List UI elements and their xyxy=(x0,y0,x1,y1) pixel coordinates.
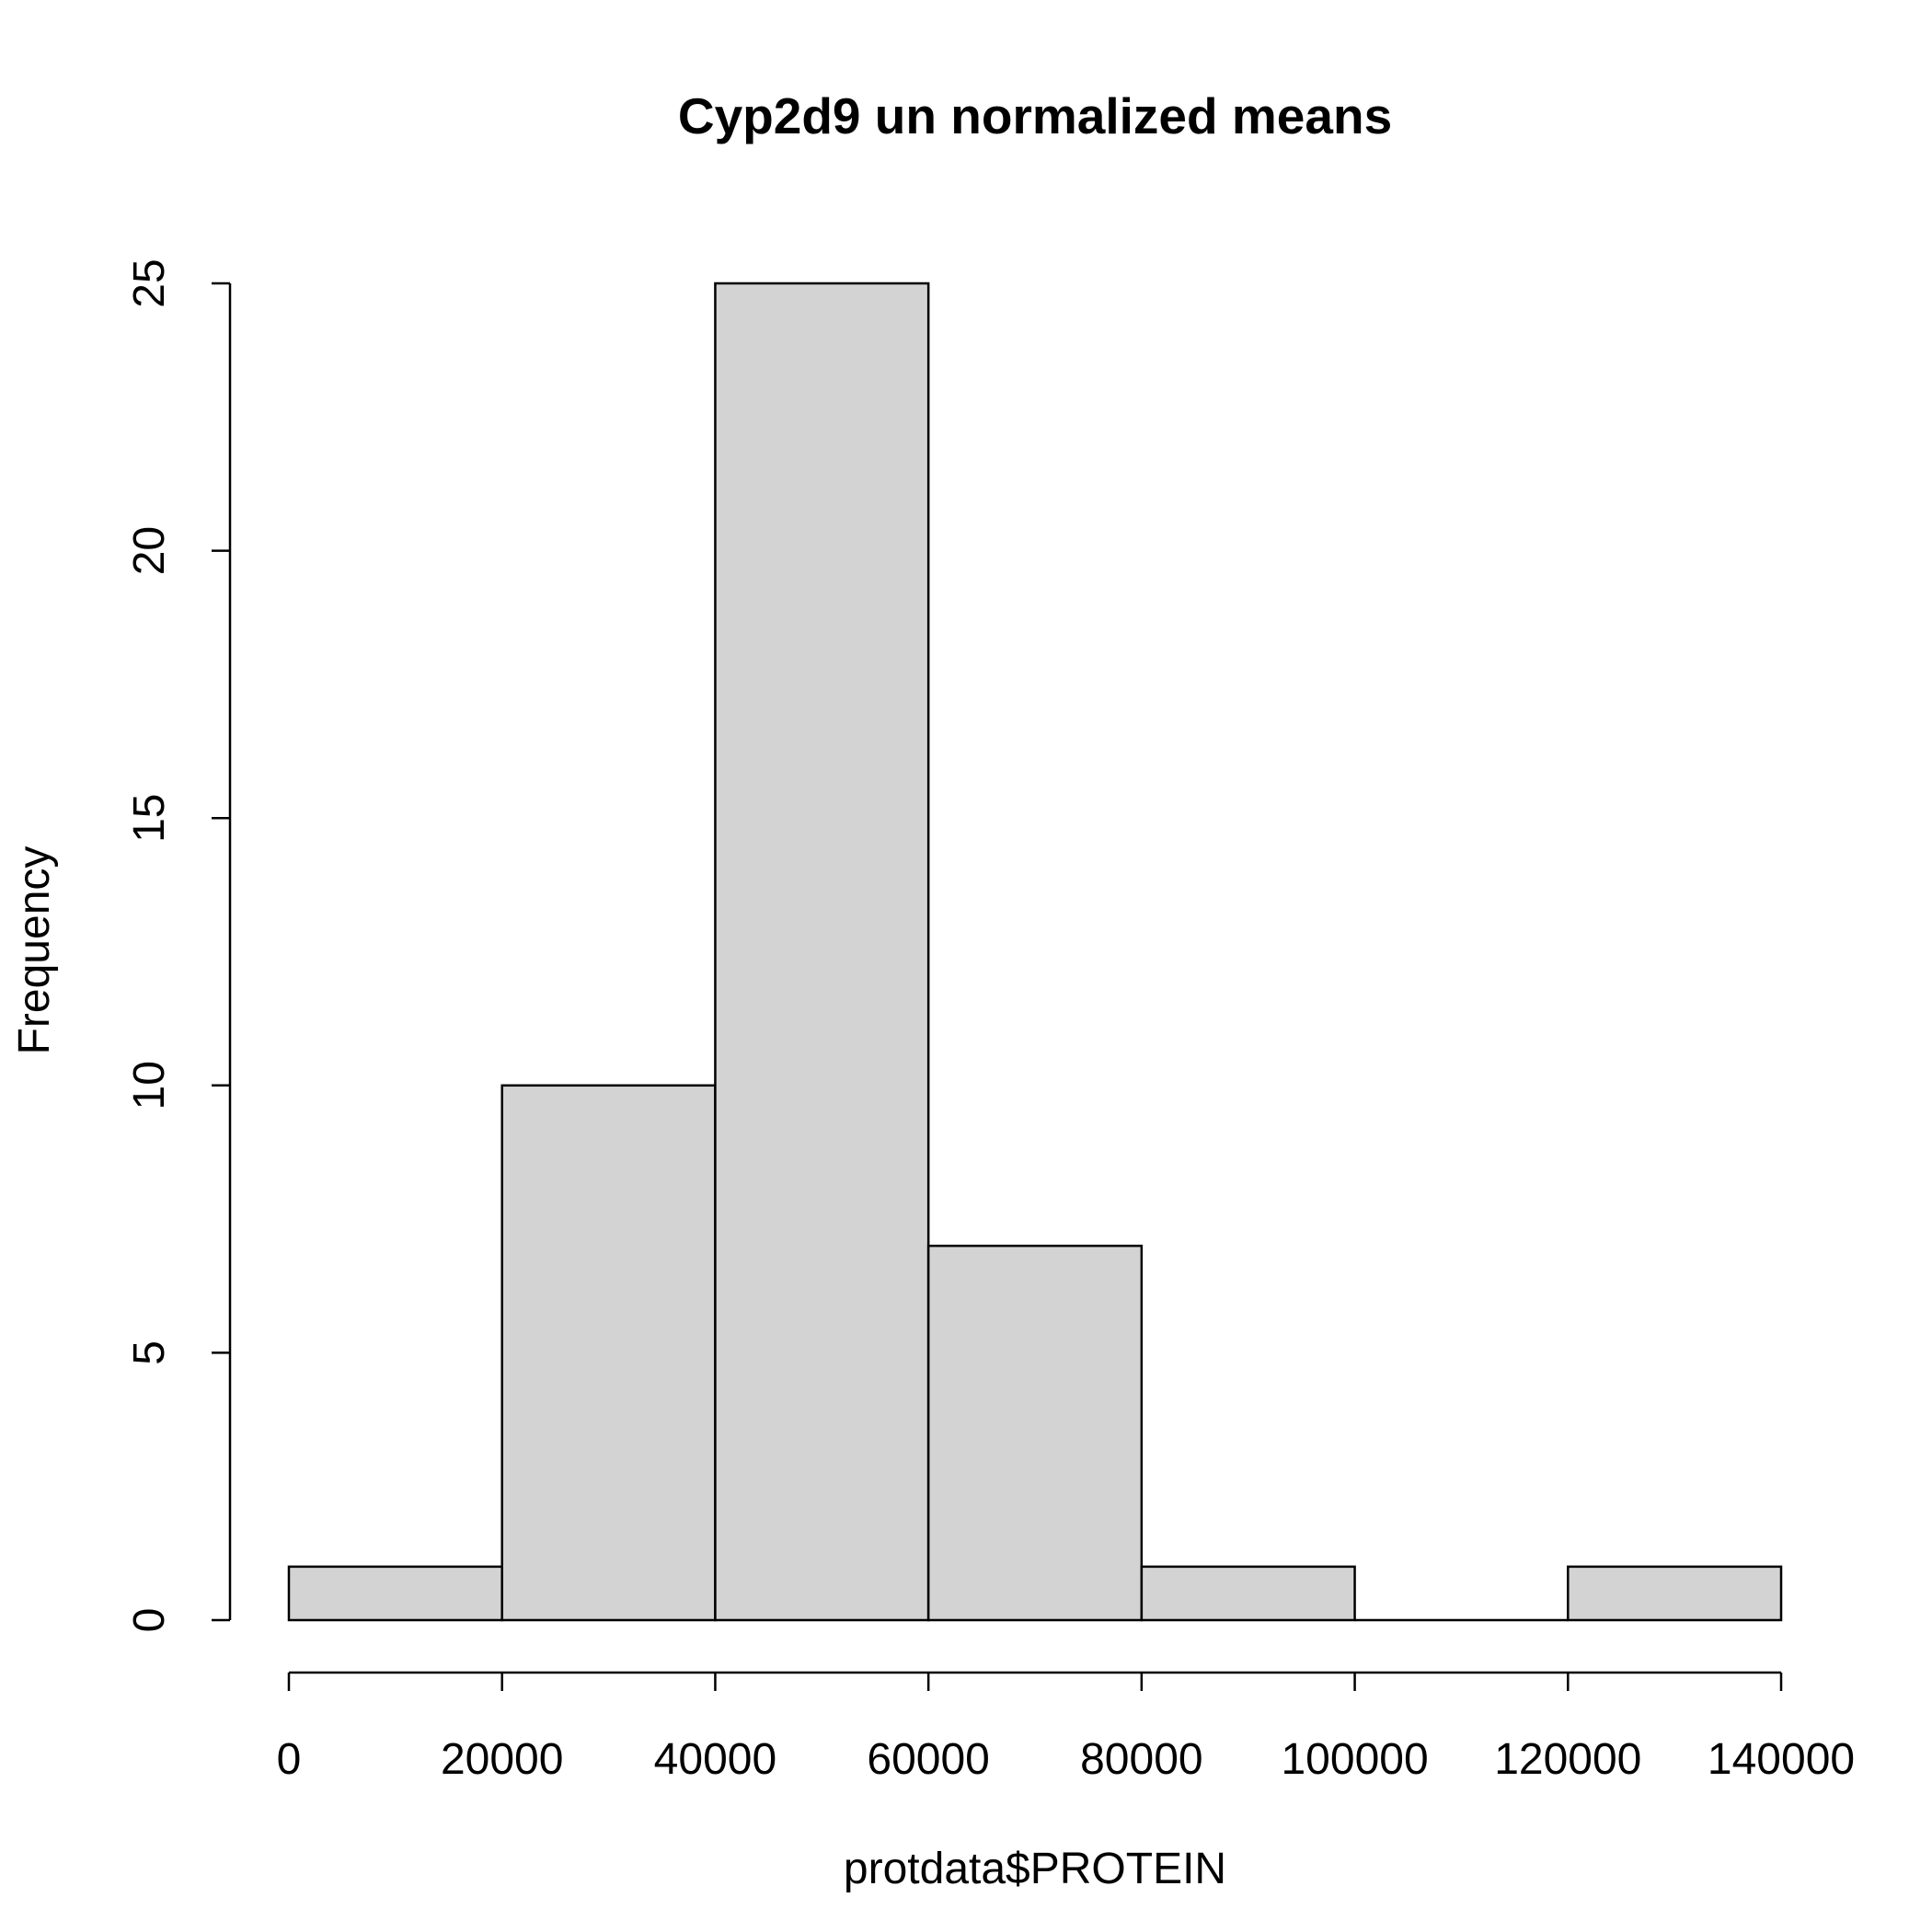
histogram-bar-3 xyxy=(926,1244,1144,1622)
x-tick-label-1: 20000 xyxy=(441,1735,563,1784)
x-axis: 0 20000 40000 60000 80000 100000 120000 140000 xyxy=(277,1671,1855,1784)
x-tick-label-7: 140000 xyxy=(1708,1735,1855,1784)
x-tick-label-6: 120000 xyxy=(1494,1735,1641,1784)
x-tick-label-5: 100000 xyxy=(1281,1735,1428,1784)
x-tick-label-2: 40000 xyxy=(654,1735,776,1784)
x-tick-label-0: 0 xyxy=(277,1735,302,1784)
histogram-bar-6 xyxy=(1567,1565,1783,1622)
y-axis-label: Frequency xyxy=(10,846,59,1055)
histogram-bar-0 xyxy=(287,1565,503,1622)
y-tick-label-0: 0 xyxy=(125,1608,174,1633)
x-axis-label: protdata$PROTEIN xyxy=(844,1845,1226,1893)
y-tick-label-2: 10 xyxy=(125,1061,174,1110)
chart-title: Cyp2d9 un normalized means xyxy=(678,87,1392,144)
y-tick-label-5: 25 xyxy=(125,259,174,307)
y-axis: 0 5 10 15 20 25 xyxy=(125,259,232,1633)
y-tick-label-4: 20 xyxy=(125,526,174,575)
bars-group xyxy=(287,282,1783,1622)
y-tick-label-3: 15 xyxy=(125,794,174,843)
y-tick-label-1: 5 xyxy=(125,1340,174,1365)
histogram-bar-4 xyxy=(1140,1565,1356,1622)
histogram-bar-1 xyxy=(500,1084,717,1622)
histogram-bar-2 xyxy=(714,282,930,1622)
x-tick-label-3: 60000 xyxy=(867,1735,989,1784)
x-tick-label-4: 80000 xyxy=(1080,1735,1202,1784)
